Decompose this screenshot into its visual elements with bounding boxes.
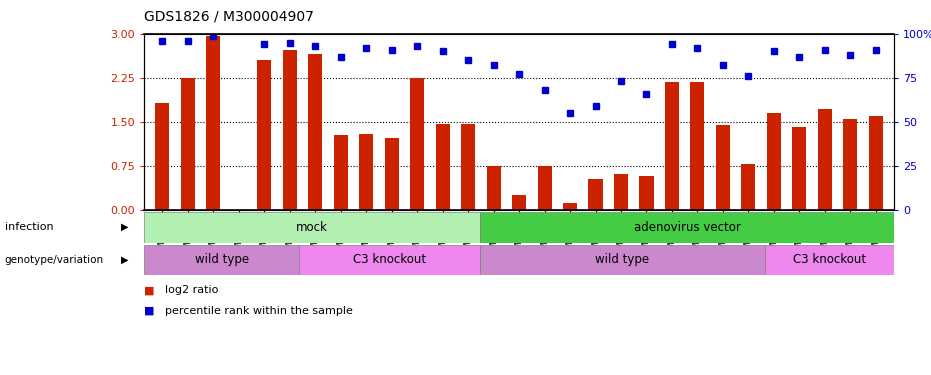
Bar [283, 50, 297, 210]
Text: log2 ratio: log2 ratio [165, 285, 218, 295]
Bar [588, 180, 602, 210]
Bar [410, 78, 425, 210]
Bar [640, 176, 654, 210]
Text: GDS1826 / M300004907: GDS1826 / M300004907 [144, 9, 314, 23]
Bar [741, 164, 755, 210]
Bar [818, 109, 832, 210]
Text: ▶: ▶ [121, 222, 128, 232]
Text: percentile rank within the sample: percentile rank within the sample [165, 306, 353, 316]
Bar [385, 138, 398, 210]
Bar [181, 78, 195, 210]
Bar [767, 113, 781, 210]
Text: wild type: wild type [195, 254, 249, 266]
Bar [333, 135, 347, 210]
Bar [691, 82, 705, 210]
Text: wild type: wild type [595, 254, 650, 266]
Bar [144, 244, 300, 275]
Bar [512, 195, 526, 210]
Bar [537, 166, 551, 210]
Bar [563, 203, 577, 210]
Bar [487, 166, 501, 210]
Bar [308, 54, 322, 210]
Text: mock: mock [296, 221, 329, 234]
Bar [665, 82, 679, 210]
Bar [300, 244, 480, 275]
Text: genotype/variation: genotype/variation [5, 255, 103, 265]
Bar [436, 124, 450, 210]
Bar [206, 36, 220, 210]
Bar [257, 60, 271, 210]
Bar [461, 124, 475, 210]
Text: ■: ■ [144, 285, 155, 295]
Bar [614, 174, 628, 210]
Text: C3 knockout: C3 knockout [792, 254, 866, 266]
Text: ▶: ▶ [121, 255, 128, 265]
Bar [480, 212, 894, 243]
Bar [869, 116, 883, 210]
Bar [155, 103, 169, 210]
Bar [843, 119, 857, 210]
Bar [359, 134, 373, 210]
Text: ■: ■ [144, 306, 155, 316]
Bar [144, 212, 480, 243]
Text: adenovirus vector: adenovirus vector [634, 221, 740, 234]
Bar [792, 127, 806, 210]
Text: C3 knockout: C3 knockout [353, 254, 426, 266]
Bar [480, 244, 764, 275]
Bar [716, 125, 730, 210]
Bar [764, 244, 894, 275]
Text: infection: infection [5, 222, 53, 232]
